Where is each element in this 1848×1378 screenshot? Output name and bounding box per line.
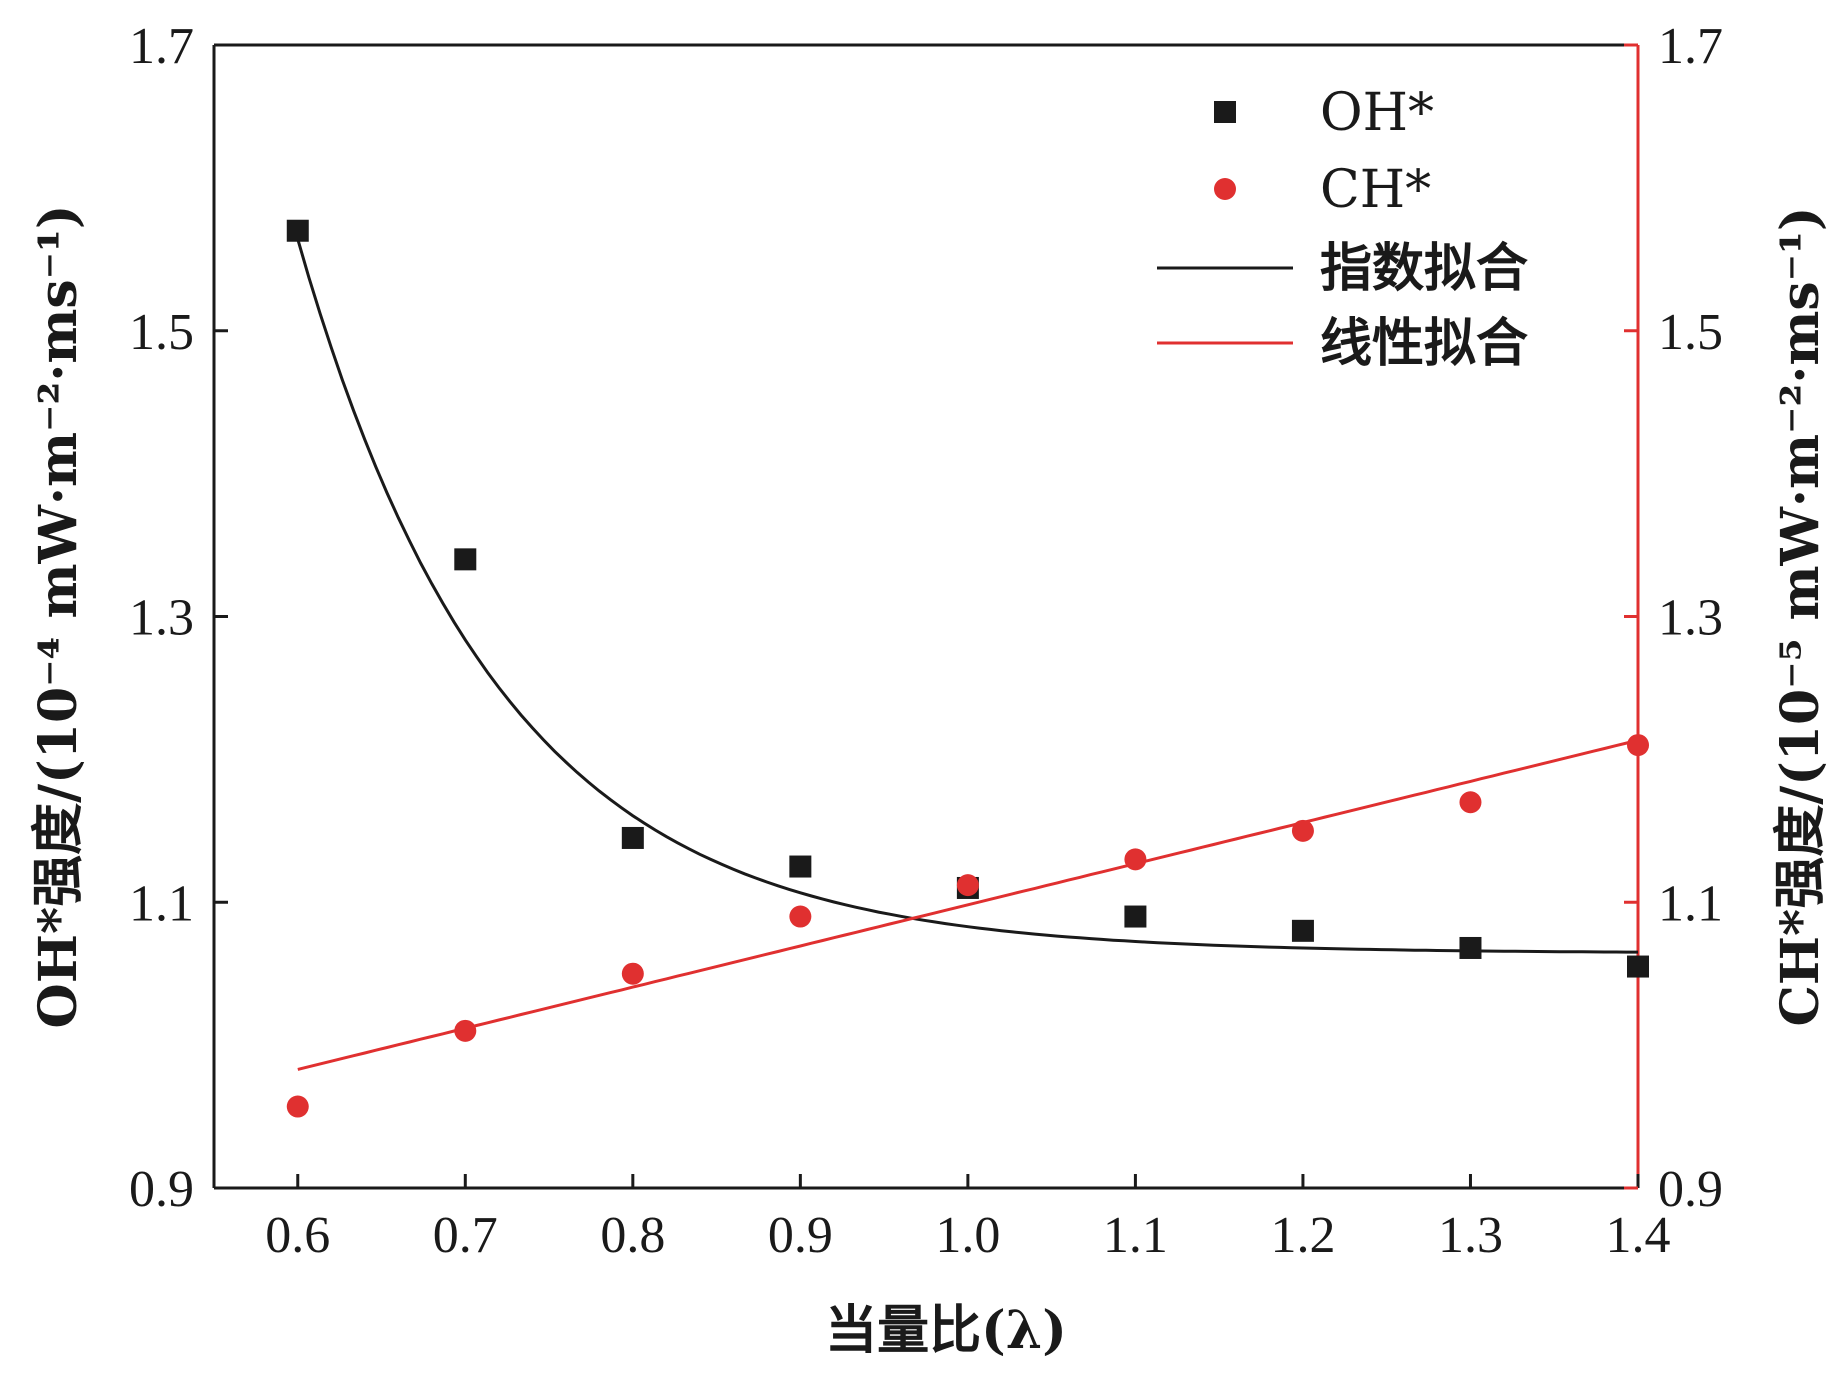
oh-data-point bbox=[789, 855, 812, 878]
oh-data-point bbox=[454, 548, 477, 571]
y-right-tick-label: 1.3 bbox=[1658, 590, 1723, 647]
fit-lines-layer bbox=[296, 238, 1639, 1071]
oh-data-point bbox=[1459, 936, 1482, 959]
x-tick-label: 0.7 bbox=[433, 1207, 498, 1264]
ch-data-point bbox=[454, 1019, 477, 1042]
oh-data-point bbox=[286, 219, 309, 242]
legend-ch-marker bbox=[1214, 178, 1236, 200]
oh-data-point bbox=[1124, 905, 1147, 928]
oh-data-point bbox=[621, 826, 644, 849]
legend-exp-fit-label: 指数拟合 bbox=[1320, 239, 1528, 299]
ch-data-point bbox=[1124, 848, 1147, 871]
x-tick-label: 1.0 bbox=[935, 1207, 1000, 1264]
ch-data-point bbox=[789, 905, 812, 928]
ch-data-point bbox=[1627, 734, 1649, 757]
x-tick-label: 1.1 bbox=[1103, 1207, 1168, 1264]
labels-layer: 0.6 0.7 0.8 0.9 1.0 1.1 1.2 1.3 1.40.91.11.31.51… bbox=[28, 18, 1831, 1361]
axes-layer bbox=[212, 43, 1640, 1190]
ch-data-point bbox=[1459, 791, 1482, 814]
y-right-tick-label: 1.5 bbox=[1658, 304, 1723, 361]
y-left-tick-label: 1.1 bbox=[129, 875, 194, 932]
oh-data-point bbox=[1291, 919, 1314, 942]
ch-data-point bbox=[621, 962, 644, 985]
y-left-tick-label: 1.5 bbox=[129, 304, 194, 361]
ch-data-point bbox=[1291, 819, 1314, 842]
x-tick-label: 1.3 bbox=[1438, 1207, 1503, 1264]
legend-ch-label: CH* bbox=[1320, 160, 1431, 220]
y-right-tick-label: 0.9 bbox=[1658, 1161, 1723, 1218]
x-axis-title: 当量比(λ) bbox=[825, 1300, 1067, 1361]
x-tick-label: 0.8 bbox=[600, 1207, 665, 1264]
y-right-tick-label: 1.1 bbox=[1658, 875, 1723, 932]
linear-fit-line bbox=[297, 738, 1639, 1071]
legend-linear-fit-label: 线性拟合 bbox=[1320, 314, 1528, 374]
exponential-fit-line bbox=[296, 238, 1638, 954]
x-tick-label: 0.6 bbox=[265, 1207, 330, 1264]
y-right-axis-title: CH*强度/(10⁻⁵ mW·m⁻²·ms⁻¹) bbox=[1770, 207, 1831, 1027]
x-tick-label: 1.4 bbox=[1606, 1207, 1671, 1264]
y-right-tick-label: 1.7 bbox=[1658, 18, 1723, 75]
legend-oh-label: OH* bbox=[1320, 83, 1434, 143]
ch-data-point bbox=[956, 874, 979, 897]
x-tick-label: 1.2 bbox=[1270, 1207, 1335, 1264]
y-left-tick-label: 1.3 bbox=[129, 590, 194, 647]
oh-data-point bbox=[1627, 955, 1649, 978]
x-tick-label: 0.9 bbox=[768, 1207, 833, 1264]
y-left-tick-label: 0.9 bbox=[129, 1161, 194, 1218]
data-points-layer bbox=[286, 219, 1649, 1118]
y-left-axis-title: OH*强度/(10⁻⁴ mW·m⁻²·ms⁻¹) bbox=[28, 205, 89, 1029]
legend-oh-marker bbox=[1214, 101, 1236, 123]
y-left-tick-label: 1.7 bbox=[129, 18, 194, 75]
ch-data-point bbox=[286, 1095, 309, 1118]
